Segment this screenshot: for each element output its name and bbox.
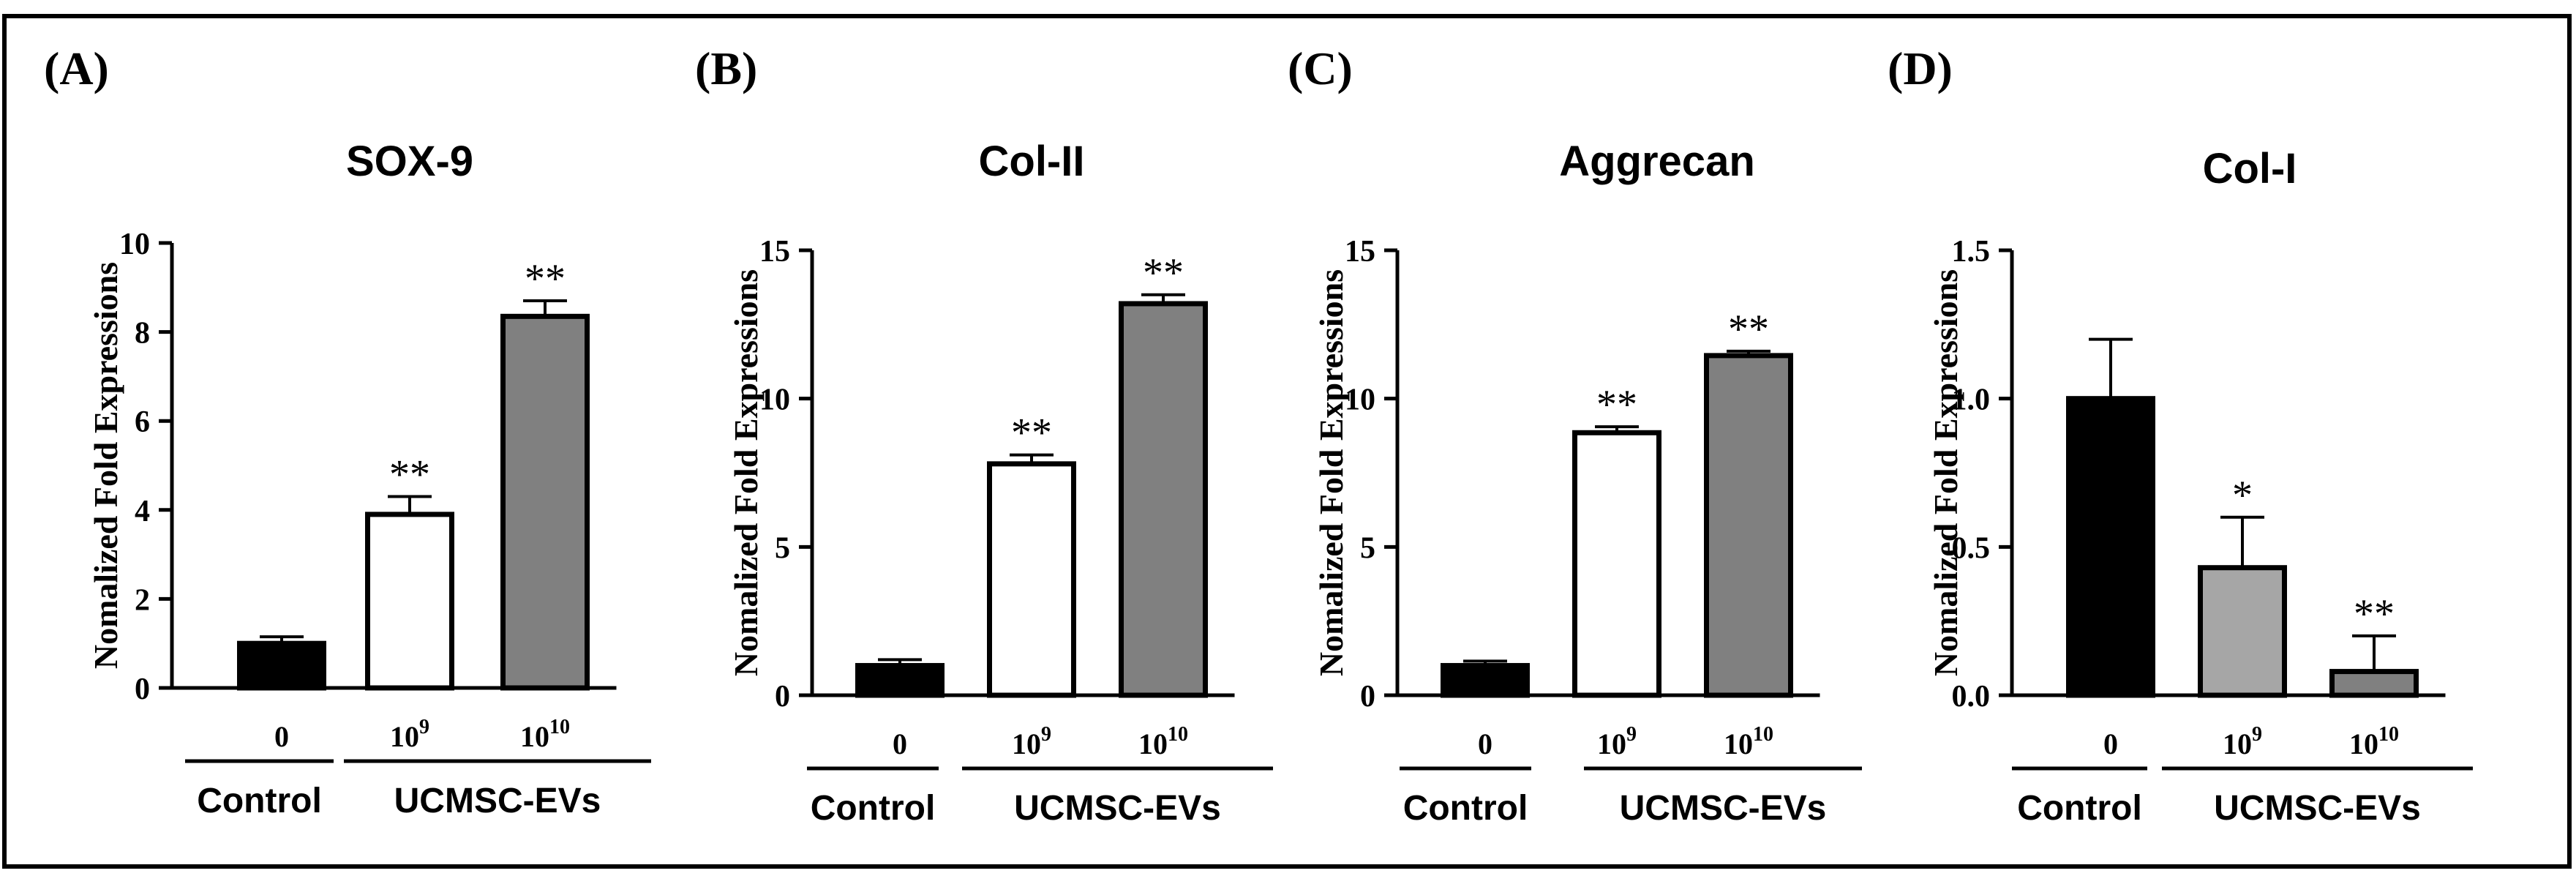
chart-title: Col-I	[2203, 145, 2297, 192]
bar	[1441, 662, 1530, 698]
group-label-control: Control	[197, 782, 322, 820]
y-tick-label: 1.5	[1952, 235, 1991, 269]
x-tick-label: 1010	[1138, 723, 1188, 760]
chart-title: Aggrecan	[1559, 138, 1755, 185]
group-label-ucmsc-evs: UCMSC-EVs	[2214, 789, 2421, 828]
chart-panel-3: (C) Aggrecan Nomalized Fold Expressions 0 5 1…	[1288, 42, 1862, 828]
y-tick-label: 0.5	[1952, 531, 1991, 565]
group-label-ucmsc-evs: UCMSC-EVs	[394, 782, 601, 820]
panel-letter: (A)	[44, 42, 109, 94]
y-tick-label: 6	[135, 405, 150, 439]
panel-letter: (B)	[695, 42, 757, 94]
y-tick-label: 10	[759, 383, 790, 417]
y-axis-label: Nomalized Fold Expressions	[727, 269, 765, 676]
significance-marker: **	[1596, 382, 1637, 427]
panel-letter: (D)	[1888, 42, 1953, 94]
x-tick-label: 109	[2223, 723, 2262, 760]
group-label-control: Control	[811, 789, 936, 828]
y-tick-label: 1.0	[1952, 383, 1991, 417]
y-tick-label: 0.0	[1952, 680, 1991, 714]
x-tick-label: 1010	[520, 716, 570, 753]
y-axis-label: Nomalized Fold Expressions	[1927, 269, 1964, 676]
bar	[1572, 430, 1661, 698]
significance-marker: **	[1011, 411, 1052, 456]
y-tick-label: 0	[135, 673, 150, 706]
x-tick-label: 0	[893, 727, 907, 760]
chart-title: SOX-9	[346, 138, 473, 185]
bar	[2198, 565, 2287, 698]
bar	[1119, 301, 1208, 698]
y-tick-label: 15	[1345, 235, 1375, 269]
y-tick-label: 10	[1345, 383, 1375, 417]
significance-marker: **	[1143, 250, 1184, 296]
significance-marker: **	[2354, 591, 2395, 637]
significance-marker: *	[2232, 473, 2253, 518]
bar	[365, 512, 454, 691]
significance-marker: **	[1728, 307, 1769, 352]
x-tick-label: 0	[2103, 727, 2118, 760]
y-tick-label: 10	[119, 228, 150, 261]
y-tick-label: 0	[775, 680, 790, 714]
group-label-ucmsc-evs: UCMSC-EVs	[1620, 789, 1827, 828]
significance-marker: **	[525, 256, 566, 302]
y-tick-label: 15	[759, 235, 790, 269]
x-tick-label: 0	[274, 720, 289, 753]
y-tick-label: 2	[135, 583, 150, 617]
bar	[987, 461, 1076, 698]
bar	[237, 640, 326, 691]
bar	[2066, 396, 2155, 698]
x-tick-label: 0	[1478, 727, 1492, 760]
chart-panel-4: (D) Col-I Nomalized Fold Expressions 0.0 0.5…	[1888, 42, 2473, 828]
bar	[1704, 353, 1793, 698]
chart-panel-1: (A) SOX-9 Nomalized Fold Expressions 0 2 4 6 8 1…	[44, 42, 651, 820]
group-label-control: Control	[1403, 789, 1528, 828]
y-tick-label: 0	[1360, 680, 1375, 714]
y-tick-label: 5	[1360, 531, 1375, 565]
y-tick-label: 4	[135, 495, 150, 528]
group-label-ucmsc-evs: UCMSC-EVs	[1014, 789, 1221, 828]
group-label-control: Control	[2017, 789, 2142, 828]
x-tick-label: 109	[1012, 723, 1051, 760]
y-axis-label: Nomalized Fold Expressions	[87, 262, 124, 669]
significance-marker: **	[389, 452, 430, 498]
chart-title: Col-II	[979, 138, 1085, 185]
y-axis-label: Nomalized Fold Expressions	[1313, 269, 1350, 676]
bar	[855, 662, 945, 698]
bar	[500, 313, 590, 691]
bar	[2329, 669, 2419, 698]
x-tick-label: 109	[390, 716, 429, 753]
panel-letter: (C)	[1288, 42, 1353, 94]
y-tick-label: 8	[135, 317, 150, 351]
y-tick-label: 5	[775, 531, 790, 565]
x-tick-label: 109	[1597, 723, 1637, 760]
x-tick-label: 1010	[2349, 723, 2399, 760]
x-tick-label: 1010	[1724, 723, 1773, 760]
